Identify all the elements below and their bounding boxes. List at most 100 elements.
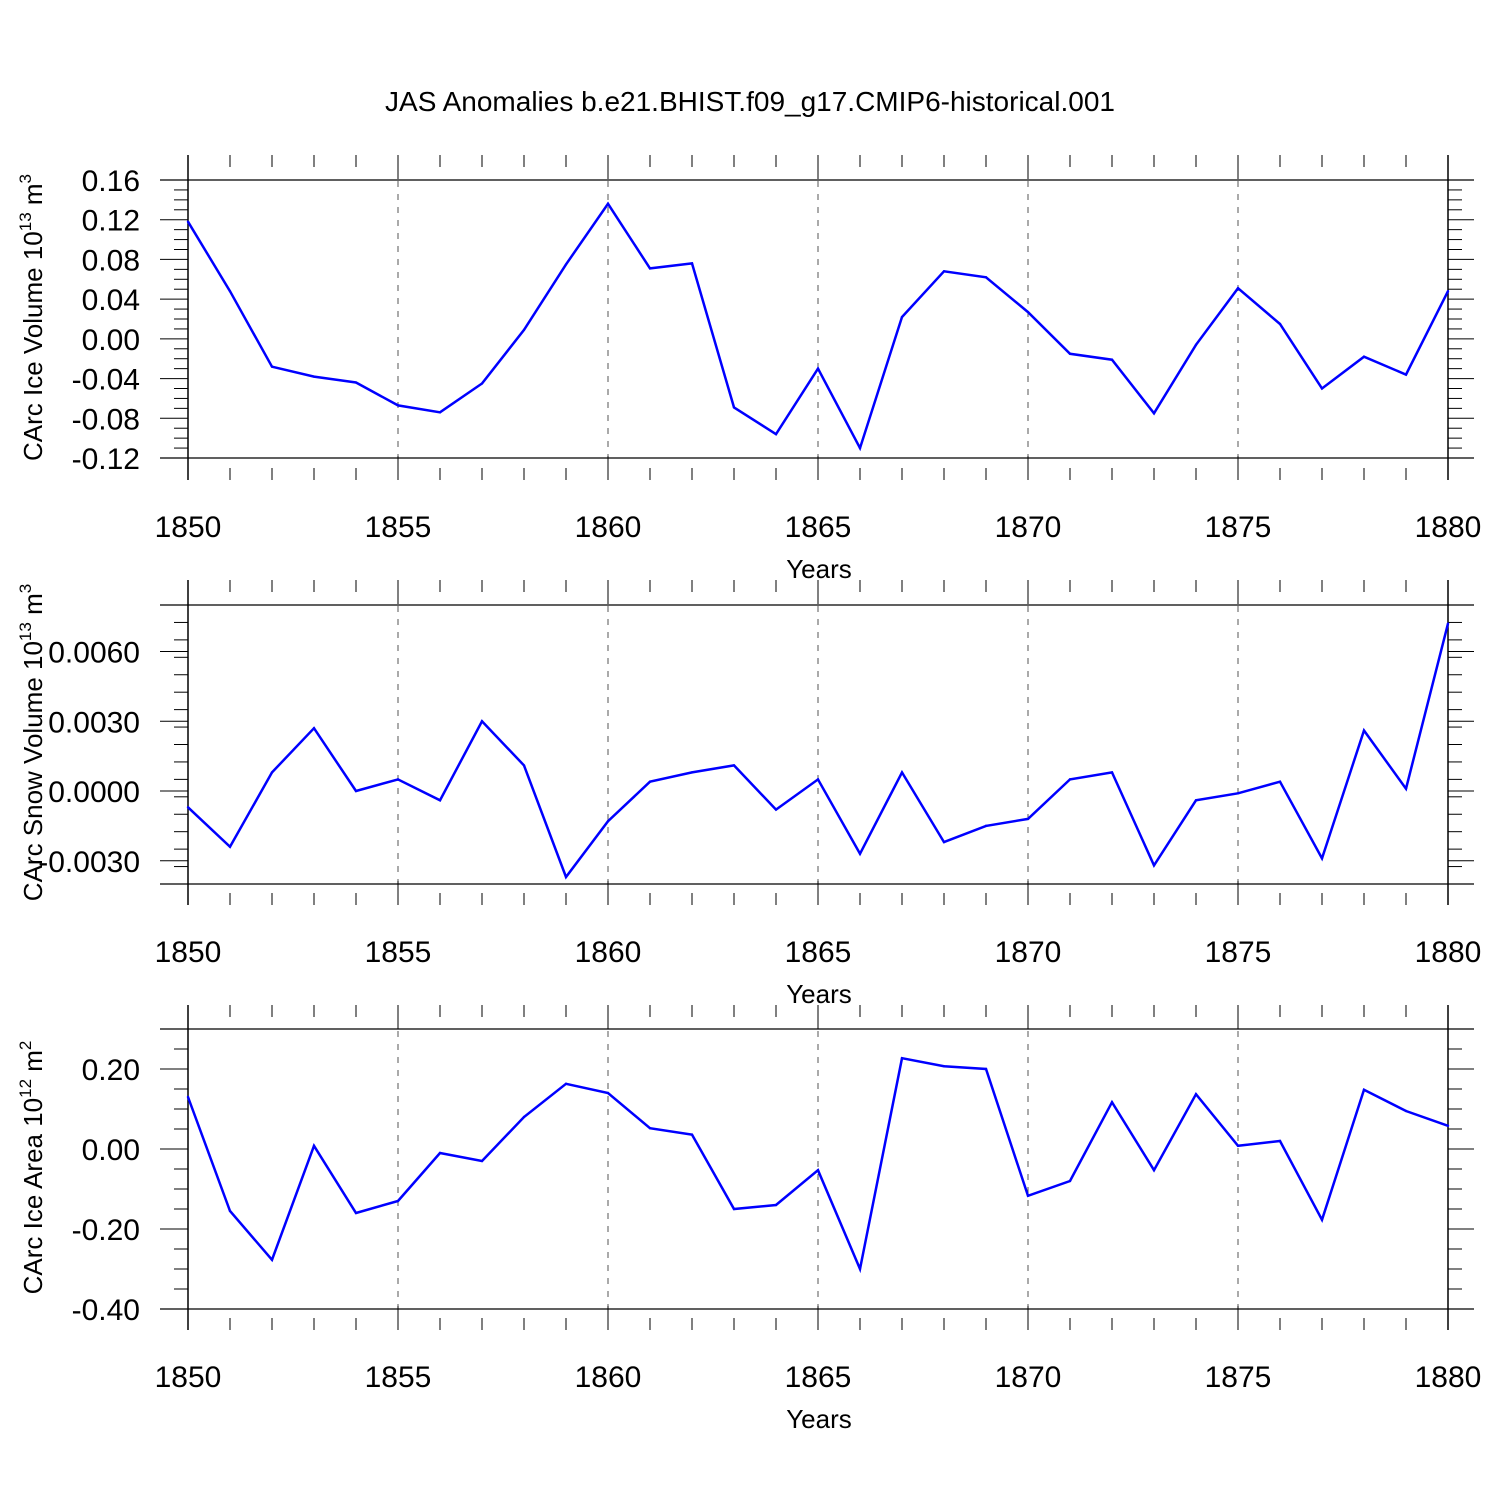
- data-point: [1110, 358, 1114, 361]
- data-point: [1236, 287, 1240, 290]
- y-tick-label: -0.0030: [38, 846, 140, 879]
- data-point: [1320, 1218, 1324, 1222]
- data-point: [1362, 355, 1366, 358]
- data-point: [942, 1065, 946, 1068]
- data-point: [816, 778, 820, 781]
- data-point: [1068, 778, 1072, 781]
- x-tick-label: 1875: [1205, 1361, 1272, 1394]
- data-point: [1404, 1109, 1408, 1113]
- data-point: [522, 764, 526, 767]
- data-point: [354, 1211, 358, 1215]
- x-tick-label: 1870: [995, 936, 1062, 969]
- data-point: [1320, 857, 1324, 860]
- x-tick-label: 1865: [785, 511, 852, 544]
- x-tick-label: 1875: [1205, 936, 1272, 969]
- data-point: [942, 270, 946, 273]
- x-tick-label: 1855: [365, 511, 432, 544]
- data-point: [564, 1082, 568, 1086]
- data-point: [1068, 352, 1072, 355]
- data-point: [1026, 310, 1030, 314]
- data-point: [228, 845, 232, 848]
- data-point: [1278, 780, 1282, 783]
- data-point: [1236, 792, 1240, 795]
- y-axis-label-unit-exponent: 3: [16, 584, 35, 593]
- data-point: [1026, 817, 1030, 821]
- data-point: [354, 789, 358, 793]
- data-point: [690, 262, 694, 265]
- data-point: [1320, 387, 1324, 390]
- data-point: [1362, 1088, 1366, 1092]
- data-point: [186, 1095, 190, 1099]
- data-point: [816, 1169, 820, 1172]
- y-axis-label-unit-exponent: 2: [16, 1041, 35, 1050]
- x-tick-label: 1880: [1415, 1361, 1482, 1394]
- y-tick-label: 0.0060: [48, 637, 140, 670]
- data-point: [732, 764, 736, 767]
- data-point: [522, 328, 526, 332]
- data-point: [732, 406, 736, 409]
- data-point: [396, 778, 400, 781]
- data-point: [186, 806, 190, 809]
- y-tick-label: 0.16: [82, 165, 140, 198]
- data-point: [1236, 1144, 1240, 1148]
- y-tick-label: 0.0030: [48, 706, 140, 739]
- y-axis-label: CArc Snow Volume 1013 m3: [16, 584, 48, 901]
- data-point: [1152, 412, 1156, 415]
- x-tick-label: 1875: [1205, 511, 1272, 544]
- y-tick-label: -0.12: [72, 443, 140, 476]
- y-axis-label-text: CArc Ice Area 10: [18, 1098, 48, 1295]
- y-axis-label-text: CArc Snow Volume 10: [18, 641, 48, 901]
- data-point: [732, 1207, 736, 1211]
- data-point: [1278, 322, 1282, 326]
- data-point: [480, 382, 484, 385]
- x-tick-label: 1860: [575, 936, 642, 969]
- data-point: [438, 799, 442, 802]
- data-point: [1194, 799, 1198, 802]
- x-tick-label: 1850: [155, 511, 222, 544]
- x-axis-label: Years: [786, 979, 852, 1009]
- data-point: [774, 1203, 778, 1207]
- y-tick-label: 0.12: [82, 205, 140, 238]
- data-point: [1110, 771, 1114, 774]
- y-tick-label: -0.04: [72, 364, 140, 397]
- data-point: [270, 365, 274, 368]
- data-point: [606, 1091, 610, 1095]
- y-axis-label-unit-exponent: 3: [16, 174, 35, 183]
- data-point: [1026, 1194, 1030, 1198]
- data-point: [228, 290, 232, 293]
- y-tick-label: -0.08: [72, 403, 140, 436]
- x-tick-label: 1850: [155, 936, 222, 969]
- data-point: [900, 315, 904, 319]
- data-point: [1152, 1169, 1156, 1172]
- y-axis-label-unit: m: [18, 1050, 48, 1079]
- data-point: [1404, 373, 1408, 376]
- x-tick-label: 1870: [995, 511, 1062, 544]
- data-point: [438, 1151, 442, 1155]
- data-point: [900, 1057, 904, 1060]
- y-tick-label: -0.20: [72, 1214, 140, 1247]
- data-point: [564, 263, 568, 266]
- data-point: [1194, 1093, 1198, 1096]
- data-point: [858, 852, 862, 855]
- data-point: [648, 267, 652, 270]
- y-axis-label-exponent: 12: [16, 1079, 35, 1098]
- x-axis-label: Years: [786, 554, 852, 584]
- data-point: [648, 780, 652, 783]
- data-point: [480, 720, 484, 723]
- data-point: [438, 411, 442, 414]
- data-point: [396, 1199, 400, 1203]
- y-axis-label-unit: m: [18, 183, 48, 212]
- data-point: [1068, 1179, 1072, 1183]
- data-point: [606, 820, 610, 823]
- y-axis-label-unit: m: [18, 593, 48, 622]
- y-axis-label-text: CArc Ice Volume 10: [18, 231, 48, 461]
- y-tick-label: 0.08: [82, 244, 140, 277]
- data-point: [1446, 1124, 1450, 1128]
- data-point: [648, 1127, 652, 1130]
- data-point: [312, 727, 316, 730]
- data-point: [186, 220, 190, 223]
- panel-ice-area: -0.40 -0.20 0.00 0.20 1850 1855 1860 1865 1870 18…: [16, 1005, 1481, 1434]
- data-point: [480, 1159, 484, 1163]
- data-point: [228, 1209, 232, 1213]
